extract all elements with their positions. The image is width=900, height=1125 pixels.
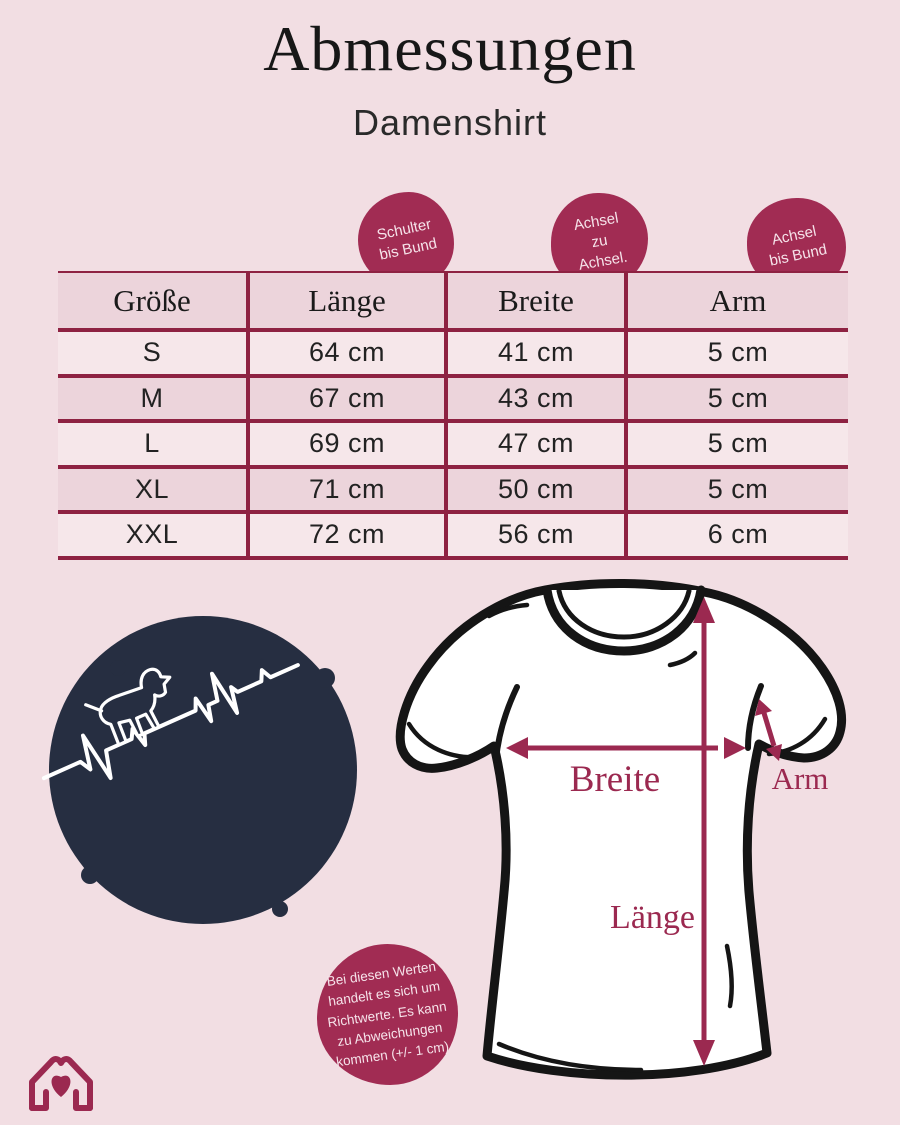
size-cell: XXL (58, 514, 250, 556)
width-cell: 41 cm (448, 332, 628, 374)
size-table: Größe Länge Breite Arm S 64 cm 41 cm 5 c… (58, 271, 848, 560)
table-row: M 67 cm 43 cm 5 cm (58, 377, 848, 423)
header-arm: Arm (709, 282, 767, 318)
width-cell: 43 cm (448, 377, 628, 419)
arm-arrow (755, 699, 782, 761)
arm-cell: 5 cm (707, 428, 769, 459)
length-arrow (693, 597, 715, 1066)
length-cell: 71 cm (250, 468, 448, 510)
page-subtitle: Damenshirt (352, 102, 548, 143)
arm-cell: 5 cm (707, 473, 769, 504)
table-header-row: Größe Länge Breite Arm (58, 273, 848, 332)
table-row: XXL 72 cm 56 cm 6 cm (58, 514, 848, 560)
size-cell: XL (58, 468, 250, 510)
arm-cell: 6 cm (707, 519, 769, 550)
shirt-heart-logo-icon (29, 1056, 93, 1111)
arm-label: Arm (771, 761, 829, 796)
heartbeat-dog-icon (41, 663, 300, 781)
size-cell: L (58, 423, 250, 465)
width-label: Breite (569, 759, 661, 800)
table-row: XL 71 cm 50 cm 5 cm (58, 468, 848, 514)
length-cell: 64 cm (250, 332, 448, 374)
table-row: S 64 cm 41 cm 5 cm (58, 332, 848, 378)
length-label: Länge (610, 899, 695, 936)
header-length: Länge (250, 273, 448, 328)
stamp-disclaimer: Bei diesen Werten handelt es sich um Ric… (317, 944, 458, 1085)
disclaimer-text: Bei diesen Werten handelt es sich um Ric… (326, 958, 451, 1070)
heart-icon (51, 1075, 71, 1097)
page-title: Abmessungen (263, 13, 637, 84)
header-width: Breite (448, 273, 628, 328)
width-cell: 50 cm (448, 468, 628, 510)
length-cell: 69 cm (250, 423, 448, 465)
length-cell: 72 cm (250, 514, 448, 556)
width-cell: 56 cm (448, 514, 628, 556)
width-cell: 47 cm (448, 423, 628, 465)
ink-circle (49, 616, 357, 924)
size-cell: S (58, 332, 250, 374)
header-size: Größe (58, 273, 250, 328)
arm-cell: 5 cm (707, 382, 769, 413)
tshirt-diagram (395, 578, 847, 1080)
stamp-length-hint-label: Schulter bis Bund (375, 215, 439, 264)
stamp-arm-hint-label: Achsel bis Bund (768, 222, 829, 270)
length-cell: 67 cm (250, 377, 448, 419)
table-row: L 69 cm 47 cm 5 cm (58, 423, 848, 469)
heartbeat-dog-badge (41, 616, 357, 924)
width-arrow (506, 737, 746, 759)
arm-cell: 5 cm (707, 337, 769, 368)
size-cell: M (58, 377, 250, 419)
tshirt-illustration (395, 578, 847, 1080)
stamp-width-hint-label: Achsel zu Achsel. (572, 209, 629, 274)
